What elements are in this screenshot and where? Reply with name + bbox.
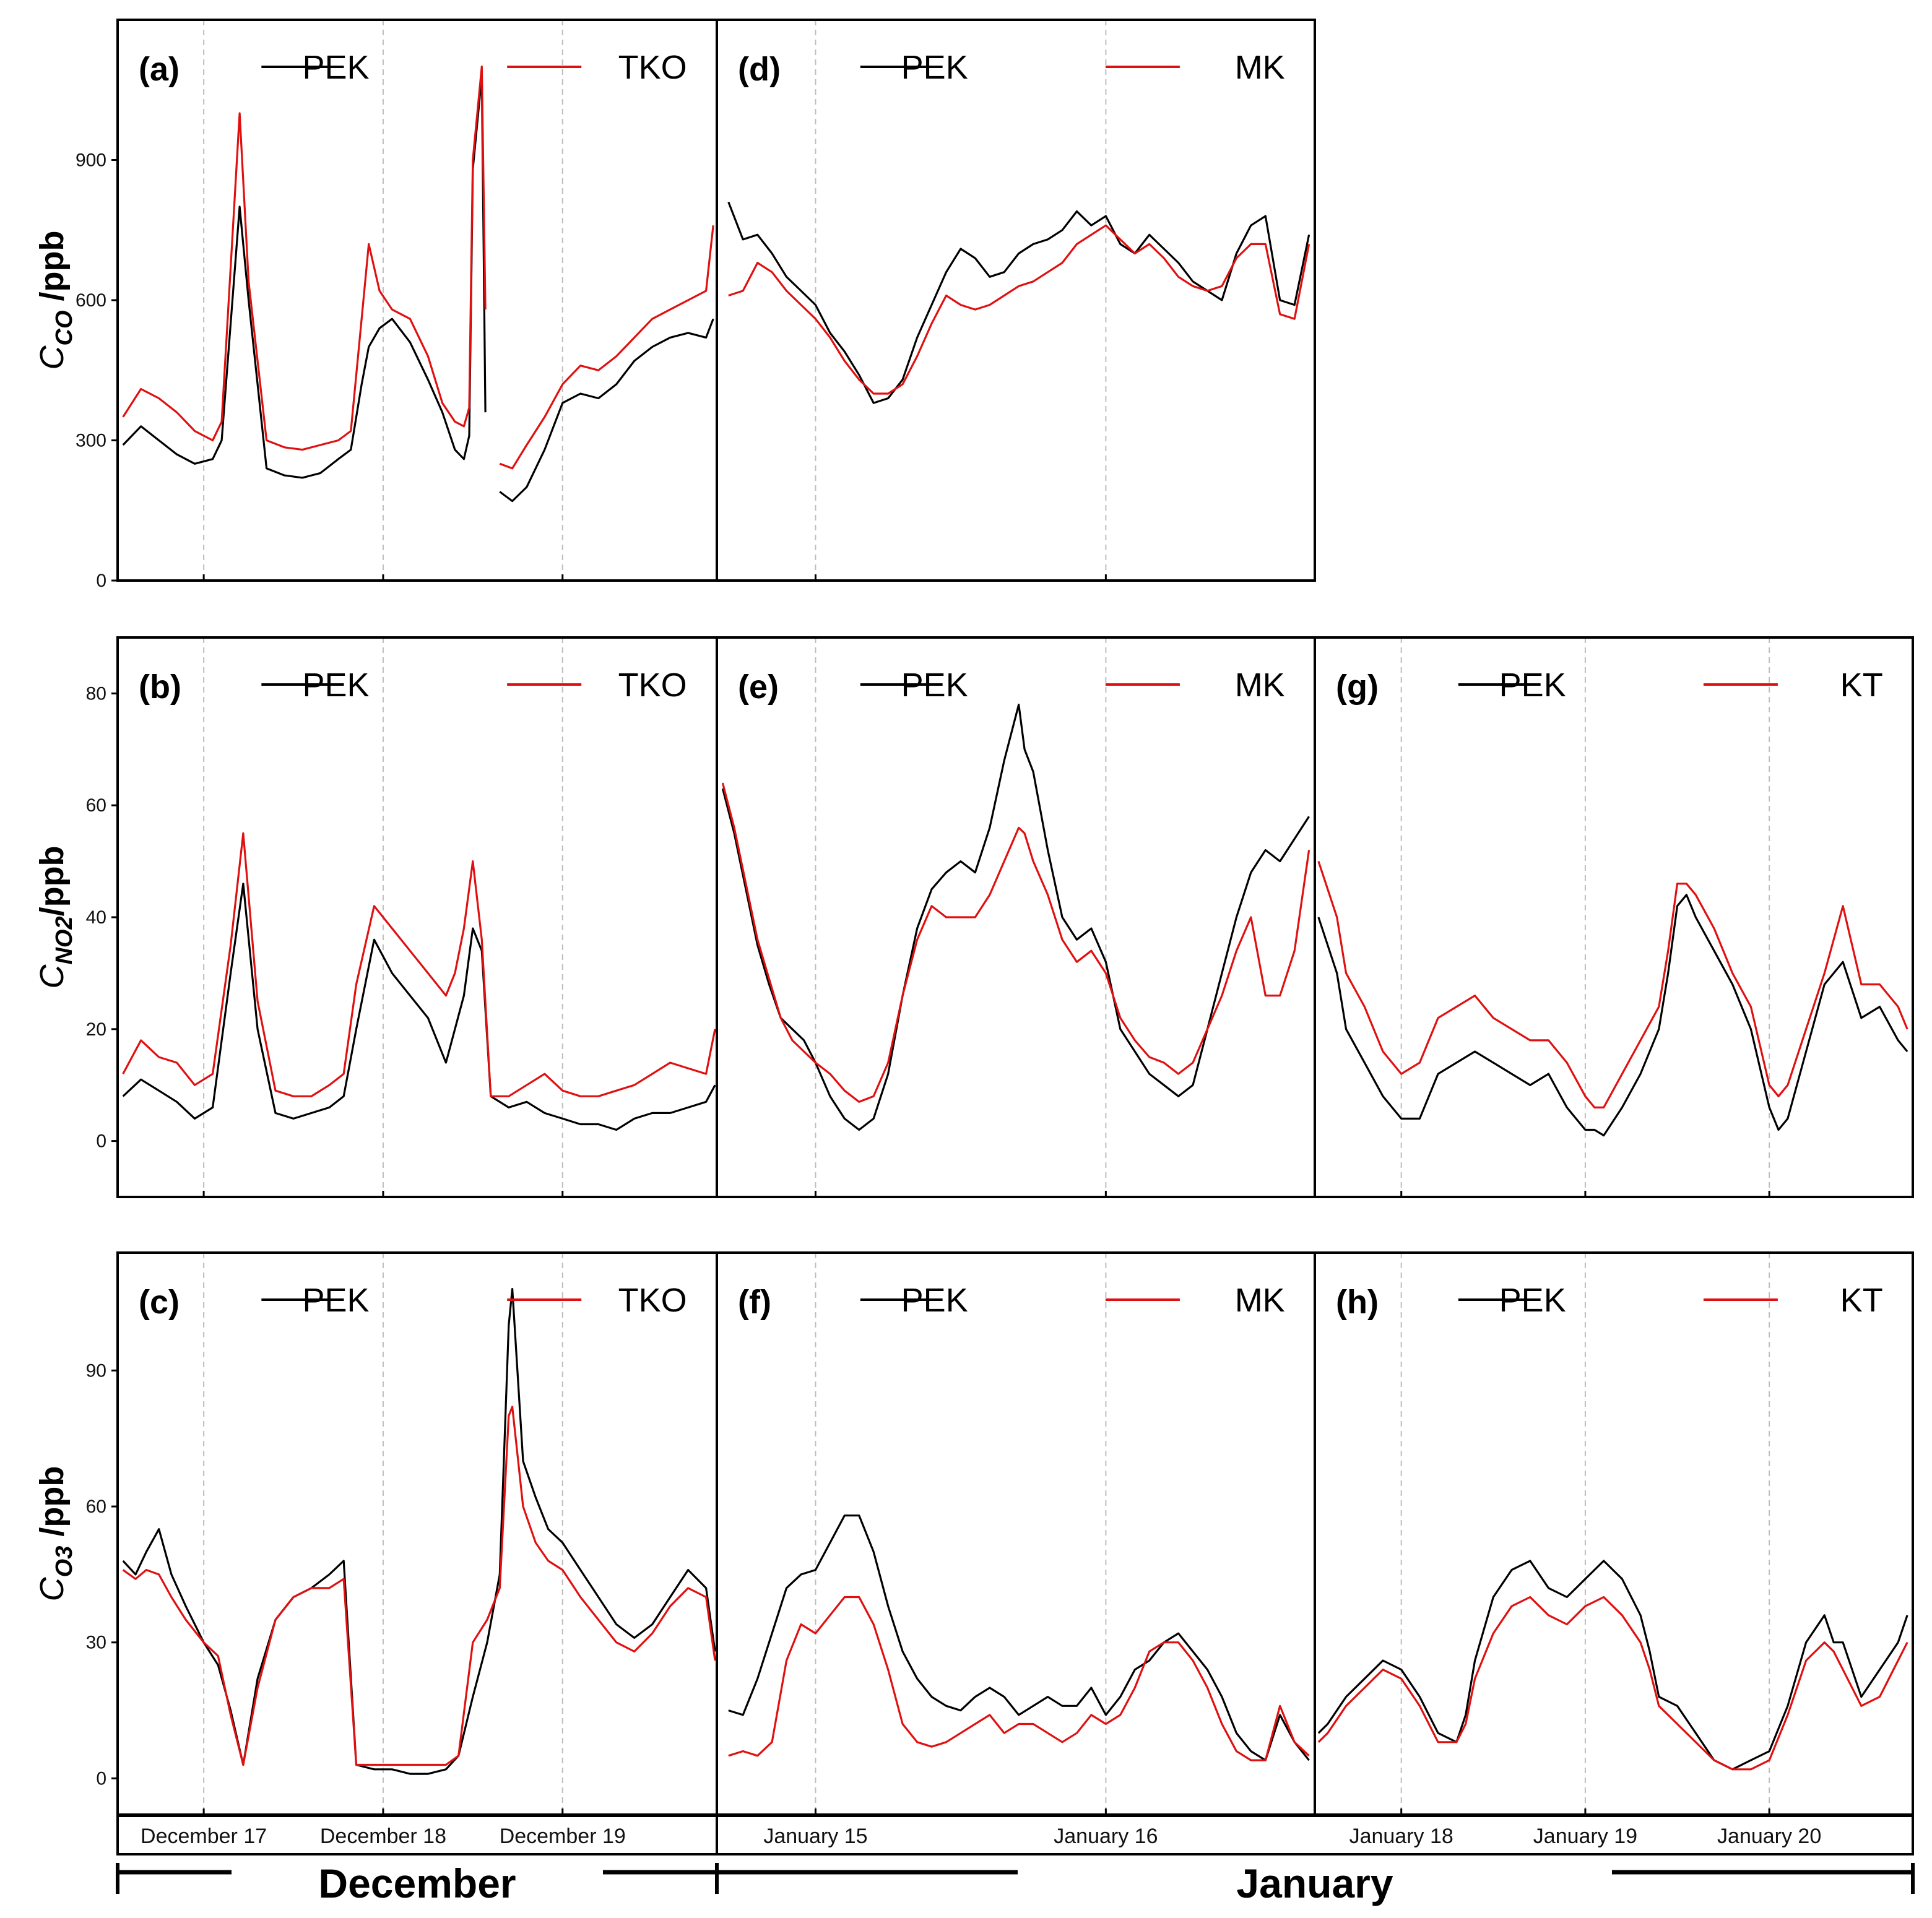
month-label-december: December [318,1860,516,1906]
legend-label-h-kt: KT [1840,1282,1883,1319]
month-bar: December January [116,1860,1915,1906]
y-axis-title-subscript-co: CO [51,310,77,345]
series-line-c-pek [122,1288,716,1775]
date-axis-frame [116,1815,1914,1855]
y-axis-title-unit-co: /ppb [33,231,71,311]
y-tick-label-o3-1: 30 [86,1633,106,1653]
series-line-h-kt [1317,1596,1908,1771]
series-line-e-pek [721,703,1310,1131]
legend-label-d-pek: PEK [901,49,968,86]
labels-layer: (a) PEK TKO (b) PEK TKO (c) PEK TKO (d) PEK MK (e) PE… [33,49,1883,1601]
y-tick-label-no2-1: 20 [86,1019,106,1040]
panel-label-a: (a) [139,51,180,88]
y-tick-label-o3-0: 0 [96,1768,106,1789]
panel-frame-d [716,19,1316,582]
legend-label-f-pek: PEK [901,1282,968,1319]
y-axis-title-no2: CNO2/ppb [33,845,77,988]
panel-label-e: (e) [738,668,779,706]
panel-label-c: (c) [139,1284,180,1321]
legend-label-g-kt: KT [1840,667,1883,704]
y-axis-title-o3: CO3 /ppb [33,1466,77,1602]
series-line-a-pek [122,75,714,503]
gridlines-layer [203,20,1770,1815]
series-line-h-pek [1317,1560,1908,1771]
legend-label-d-mk: MK [1235,49,1285,86]
y-axis-title-co: CCO /ppb [33,231,77,370]
series-line-g-kt [1317,861,1908,1108]
y-tick-label-co-2: 600 [76,290,106,311]
series-line-d-pek [727,201,1310,404]
date-label-dec-1: December 18 [320,1825,446,1848]
y-axis-title-symbol-o3: C [33,1576,71,1601]
legend-label-b-pek: PEK [302,667,369,704]
panel-label-d: (d) [738,51,781,88]
date-label-jan1-0: January 15 [763,1825,867,1848]
series-line-c-tko [122,1406,716,1766]
series-line-e-mk [721,782,1310,1103]
month-label-january: January [1236,1860,1393,1906]
y-axis-title-subscript-no2: NO2 [51,916,77,964]
date-label-jan1-1: January 16 [1054,1825,1158,1848]
legend-label-h-pek: PEK [1499,1282,1566,1319]
series-layer [122,65,1908,1775]
series-line-d-mk [728,224,1310,395]
legend-label-e-pek: PEK [901,667,968,704]
panel-label-h: (h) [1336,1284,1379,1321]
series-line-a-tko [122,65,714,470]
panel-label-g: (g) [1336,668,1379,706]
date-label-jan2-1: January 19 [1533,1825,1637,1848]
series-line-b-pek [122,883,716,1131]
panel-frame-a [116,19,718,582]
panel-frame-h [1314,1251,1914,1816]
panel-frame-b [116,636,718,1198]
legend-label-g-pek: PEK [1499,667,1566,704]
y-tick-label-no2-4: 80 [86,683,106,704]
legend-label-b-tko: TKO [618,667,687,704]
y-tick-label-co-3: 900 [76,150,106,171]
y-axis-title-subscript-o3: O3 [51,1546,77,1578]
date-axis-bar: December 17 December 18 December 19 January… [116,1815,1914,1855]
y-axis-title-symbol-co: C [33,345,71,369]
panel-frame-e [716,636,1316,1198]
y-tick-label-co-1: 300 [76,431,106,451]
legend-label-a-pek: PEK [302,49,369,86]
series-line-b-tko [122,832,716,1097]
date-label-jan2-2: January 20 [1717,1825,1821,1848]
y-axis-title-unit-o3: /ppb [33,1466,71,1546]
y-axis-title-symbol-no2: C [33,964,71,989]
y-tick-label-o3-2: 60 [86,1497,106,1517]
date-label-dec-0: December 17 [141,1825,267,1848]
y-axis-title-unit-no2: /ppb [33,845,71,916]
series-line-f-pek [728,1514,1310,1761]
date-label-jan2-0: January 18 [1349,1825,1453,1848]
date-label-dec-2: December 19 [500,1825,626,1848]
y-tick-label-no2-2: 40 [86,907,106,928]
y-tick-label-o3-3: 90 [86,1360,106,1381]
legend-label-f-mk: MK [1235,1282,1285,1319]
panel-label-b: (b) [139,668,181,706]
series-line-g-pek [1317,894,1908,1137]
panel-frame-c [116,1251,718,1816]
legend-label-e-mk: MK [1235,667,1285,704]
legend-label-a-tko: TKO [618,49,687,86]
legend-label-c-pek: PEK [302,1282,369,1319]
legend-label-c-tko: TKO [618,1282,687,1319]
y-tick-label-co-0: 0 [96,571,106,591]
series-line-f-mk [728,1596,1310,1761]
panel-frame-g [1314,636,1914,1198]
y-tick-label-no2-3: 60 [86,795,106,816]
y-tick-label-no2-0: 0 [96,1131,106,1152]
y-ticks-layer: 0 300 600 900 0 20 40 60 80 0 30 60 90 [76,150,1770,1815]
panel-label-f: (f) [738,1284,771,1321]
